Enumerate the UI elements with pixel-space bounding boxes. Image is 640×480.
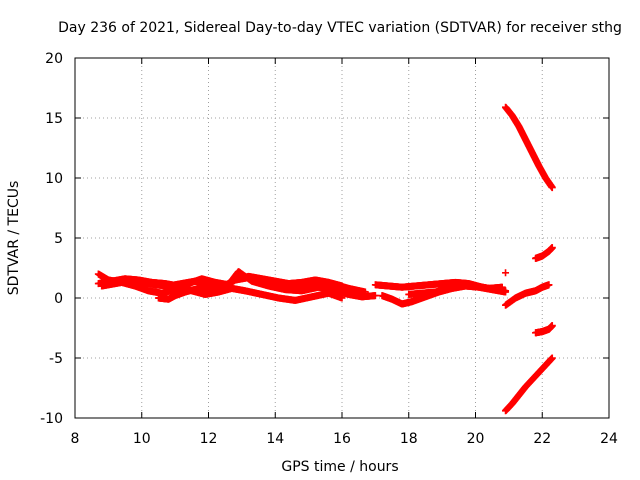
data-point [502,269,510,277]
x-axis-label: GPS time / hours [281,459,398,475]
chart-title: Day 236 of 2021, Sidereal Day-to-day VTE… [58,20,622,36]
y-tick-label: 20 [45,51,63,67]
y-tick-label: 10 [45,171,63,187]
x-tick-label: 8 [71,431,80,447]
grid [75,58,609,418]
series-track-m [532,322,556,337]
y-tick-label: 15 [45,111,63,127]
series-track-k [502,354,556,415]
x-tick-label: 20 [467,431,485,447]
series-track-j [502,281,553,309]
data-point [548,322,556,330]
data-point [338,294,346,302]
x-tick-label: 10 [133,431,151,447]
y-tick-label: 5 [54,231,63,247]
x-tick-label: 16 [333,431,351,447]
data-point [338,282,346,290]
data-point [498,283,506,291]
data-points [94,103,556,415]
data-point [548,354,556,362]
x-axis-tick-labels: 8 10 12 14 16 18 20 22 24 [71,431,618,447]
y-tick-label: 0 [54,291,63,307]
x-tick-label: 18 [400,431,418,447]
data-point [502,288,510,296]
data-point [548,244,556,252]
x-tick-label: 12 [200,431,218,447]
y-axis-label: SDTVAR / TECUs [6,181,22,296]
y-tick-label: -5 [49,351,63,367]
data-point [371,292,379,300]
axis-ticks [74,57,610,419]
y-tick-label: -10 [40,411,63,427]
x-tick-label: 22 [533,431,551,447]
y-axis-tick-labels: -10 -5 0 5 10 15 20 [40,51,63,427]
data-point [361,288,369,296]
series-track-h [502,269,510,277]
data-point [545,281,553,289]
series-track-l [532,244,556,262]
series-track-g [405,281,506,298]
series-track-i [502,103,556,192]
x-tick-label: 24 [600,431,618,447]
x-tick-label: 14 [266,431,284,447]
series-track-d [154,272,346,303]
data-point [548,184,556,192]
